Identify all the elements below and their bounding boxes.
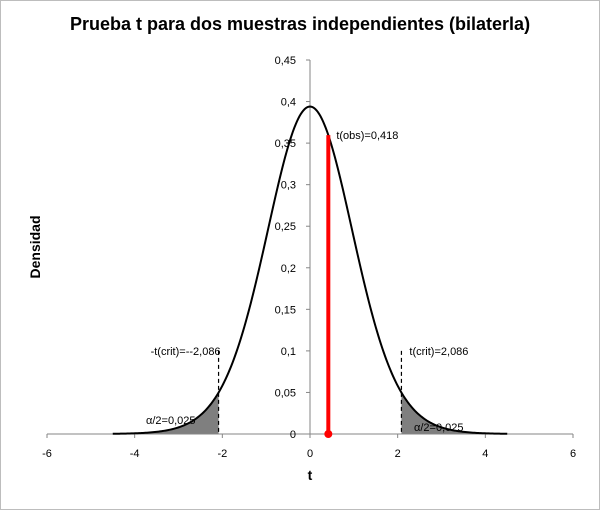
density-curve xyxy=(112,105,508,435)
x-axis-label: t xyxy=(308,467,313,483)
x-tick-label: 0 xyxy=(307,448,313,460)
lower-tail-region xyxy=(112,392,219,434)
y-tick-label: 0,2 xyxy=(281,263,296,275)
lower-critical-label: -t(crit)=--2,086 xyxy=(151,346,221,358)
y-tick-label: 0,3 xyxy=(281,180,296,192)
density-curve-layer xyxy=(112,105,508,435)
y-tick-label: 0 xyxy=(290,429,296,441)
y-tick-label: 0,4 xyxy=(281,97,296,109)
y-tick-label: 0,15 xyxy=(275,304,296,316)
x-tick-label: -2 xyxy=(217,448,227,460)
x-tick-label: 6 xyxy=(570,448,576,460)
alpha-left-label: α/2=0,025 xyxy=(146,415,195,427)
alpha-right-label: α/2=0,025 xyxy=(414,422,463,434)
t-obs-label: t(obs)=0,418 xyxy=(336,130,398,142)
annotations: t(obs)=0,418 -t(crit)=--2,086 t(crit)=2,08… xyxy=(146,130,468,434)
x-tick-label: -6 xyxy=(42,448,52,460)
t-obs-point xyxy=(324,430,333,438)
y-tick-label: 0,05 xyxy=(275,387,296,399)
upper-critical-label: t(crit)=2,086 xyxy=(409,346,468,358)
y-tick-label: 0,25 xyxy=(275,221,296,233)
chart-title: Prueba t para dos muestras independiente… xyxy=(69,14,531,34)
upper-tail-region xyxy=(401,392,508,434)
x-tick-label: 2 xyxy=(395,448,401,460)
tick-labels: -6 -4 -2 0 2 4 6 0 0,05 0,1 0,15 0,2 0,25 0,3 0,35 0,4 0… xyxy=(42,55,576,460)
y-tick-label: 0,45 xyxy=(275,55,296,67)
y-tick-label: 0,35 xyxy=(275,138,296,150)
x-tick-label: 4 xyxy=(482,448,488,460)
critical-markers xyxy=(217,135,403,438)
y-tick-label: 0,1 xyxy=(281,346,296,358)
axes xyxy=(46,59,574,438)
rejection-regions xyxy=(112,392,508,434)
x-tick-label: -4 xyxy=(130,448,140,460)
